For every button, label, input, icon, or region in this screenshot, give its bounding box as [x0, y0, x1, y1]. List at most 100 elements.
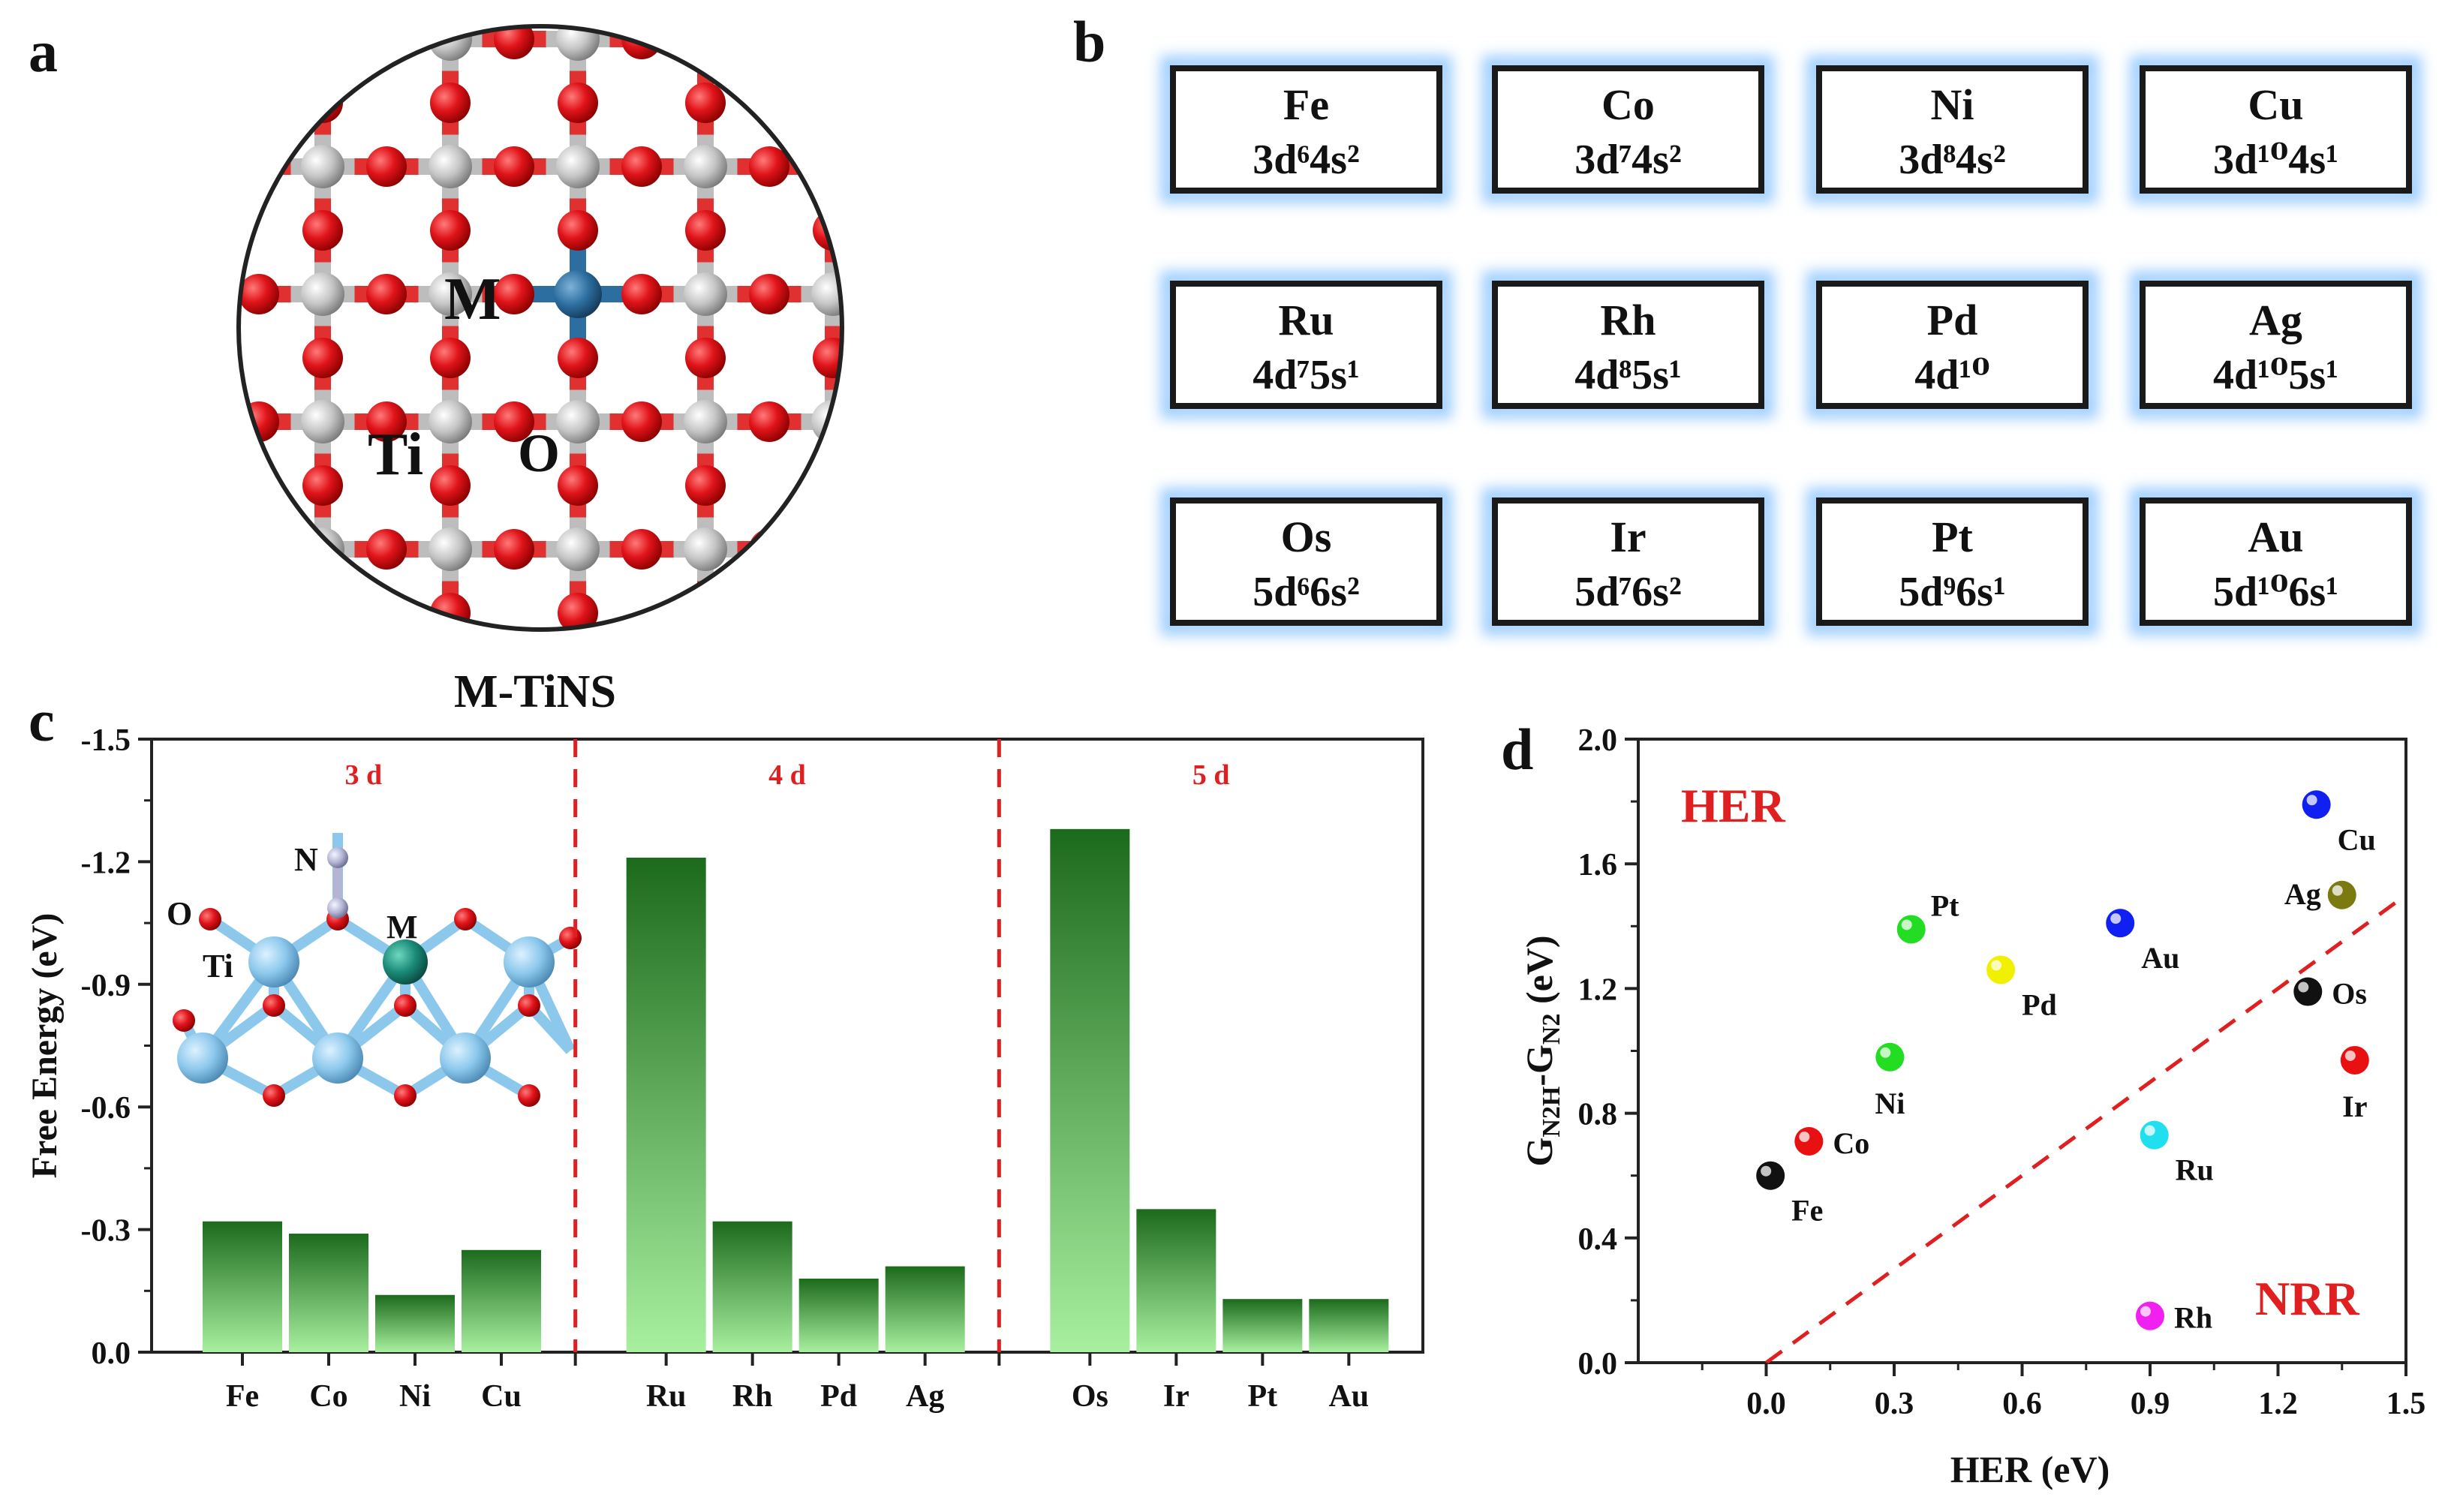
bar-ir — [1136, 1209, 1216, 1352]
oxygen-atom — [749, 657, 789, 697]
oxygen-atom — [749, 274, 789, 314]
card-element-symbol: Ru — [1278, 296, 1334, 344]
oxygen-atom — [494, 274, 534, 314]
point-marker — [2140, 1120, 2169, 1150]
card-element-symbol: Ag — [2249, 296, 2302, 344]
bar-os — [1050, 828, 1130, 1352]
point-rh: Rh — [2136, 1301, 2212, 1335]
bar-ni — [375, 1294, 455, 1352]
oxygen-atom — [302, 593, 343, 630]
point-label: Co — [1833, 1126, 1869, 1160]
x-tick-label: Ni — [399, 1379, 431, 1414]
region-label-nrr: NRR — [2255, 1272, 2359, 1325]
label-ti: Ti — [368, 422, 423, 488]
metal-atom — [554, 270, 602, 318]
oxygen-atom — [621, 529, 662, 570]
titanium-atom — [429, 400, 472, 443]
oxygen-atom — [813, 83, 842, 123]
x-tick-label: 1.5 — [2386, 1387, 2426, 1421]
oxygen-atom — [877, 529, 917, 570]
titanium-atom — [301, 272, 344, 316]
titanium-atom — [556, 26, 600, 61]
y-tick-label: 0.8 — [1578, 1098, 1618, 1132]
point-highlight — [1761, 1165, 1772, 1177]
inset-oxygen-atom — [263, 994, 285, 1017]
card-electron-config: 5d¹⁰6s¹ — [2213, 569, 2338, 615]
titanium-atom — [811, 272, 842, 316]
card-border — [1816, 497, 2089, 626]
point-label: Os — [2332, 977, 2367, 1011]
card-border — [1492, 497, 1764, 626]
x-tick-label: Co — [309, 1379, 347, 1414]
oxygen-atom — [621, 657, 662, 697]
oxygen-atom — [558, 83, 598, 123]
titanium-atom — [684, 655, 727, 699]
card-element-symbol: Ni — [1931, 80, 1974, 129]
y-tick-label: 0.4 — [1578, 1222, 1618, 1257]
titanium-atom — [684, 400, 727, 443]
point-marker — [2136, 1301, 2164, 1330]
y-tick-label: -0.6 — [81, 1091, 131, 1126]
titanium-atom — [429, 528, 472, 571]
card-element-symbol: Rh — [1600, 296, 1656, 344]
point-highlight — [1901, 919, 1912, 930]
point-label: Ir — [2342, 1090, 2367, 1123]
point-highlight — [2140, 1306, 2151, 1317]
x-tick-label: 0.3 — [1875, 1387, 1914, 1421]
oxygen-atom — [239, 26, 279, 59]
oxygen-atom — [621, 401, 662, 442]
titanium-atom — [173, 145, 217, 188]
x-tick-label: Ru — [646, 1379, 687, 1414]
y-tick-label: 1.6 — [1578, 848, 1618, 882]
inset-label-n: N — [294, 841, 318, 878]
bar-pt — [1222, 1299, 1303, 1352]
oxygen-atom — [685, 83, 726, 123]
oxygen-atom — [239, 529, 279, 570]
group-label-5d: 5 d — [1192, 759, 1230, 791]
point-label: Ag — [2284, 877, 2321, 911]
oxygen-atom — [877, 19, 917, 59]
titanium-atom — [173, 17, 217, 61]
oxygen-atom — [813, 465, 842, 506]
x-tick-label: Os — [1072, 1379, 1108, 1414]
oxygen-atom — [302, 465, 343, 506]
titanium-atom — [684, 26, 727, 61]
ylabel-subscript: N2H — [1538, 1087, 1565, 1138]
card-glow — [2130, 56, 2422, 203]
oxygen-atom — [494, 146, 534, 187]
card-ir: Ir 5d⁷6s² — [1482, 488, 1774, 636]
inset-oxygen-atom — [559, 927, 582, 949]
point-marker — [1896, 915, 1926, 944]
titanium-atom — [173, 655, 217, 699]
x-tick-label: Ag — [906, 1379, 944, 1414]
card-glow — [2130, 271, 2422, 419]
card-border — [1816, 65, 2089, 194]
inset-label-m: M — [386, 909, 418, 945]
card-border — [1170, 65, 1442, 194]
bar-rh — [712, 1221, 792, 1352]
point-label: Ni — [1875, 1087, 1905, 1120]
ylabel-part: G — [1518, 1138, 1560, 1167]
oxygen-atom — [494, 529, 534, 570]
x-tick-label: Fe — [226, 1379, 259, 1414]
titanium-atom — [684, 145, 727, 188]
card-glow — [1482, 56, 1774, 203]
y-tick-label: -0.3 — [81, 1214, 131, 1249]
card-au: Au 5d¹⁰6s¹ — [2130, 488, 2422, 636]
oxygen-atom — [366, 401, 407, 442]
titanium-atom — [811, 145, 842, 188]
point-marker — [2302, 790, 2331, 819]
y-tick-label: 1.2 — [1578, 972, 1618, 1007]
point-marker — [2327, 880, 2356, 909]
oxygen-atom — [621, 146, 662, 187]
bar-au — [1309, 1299, 1389, 1352]
titanium-atom — [556, 400, 600, 443]
oxygen-atom — [558, 465, 598, 506]
oxygen-atom — [239, 146, 279, 187]
oxygen-atom — [813, 338, 842, 378]
card-ag: Ag 4d¹⁰5s¹ — [2130, 271, 2422, 419]
inset-titanium-atom — [504, 936, 555, 987]
inset-oxygen-atom — [394, 994, 417, 1017]
x-tick-label: Pd — [820, 1379, 857, 1414]
card-electron-config: 3d⁶4s² — [1253, 137, 1360, 183]
